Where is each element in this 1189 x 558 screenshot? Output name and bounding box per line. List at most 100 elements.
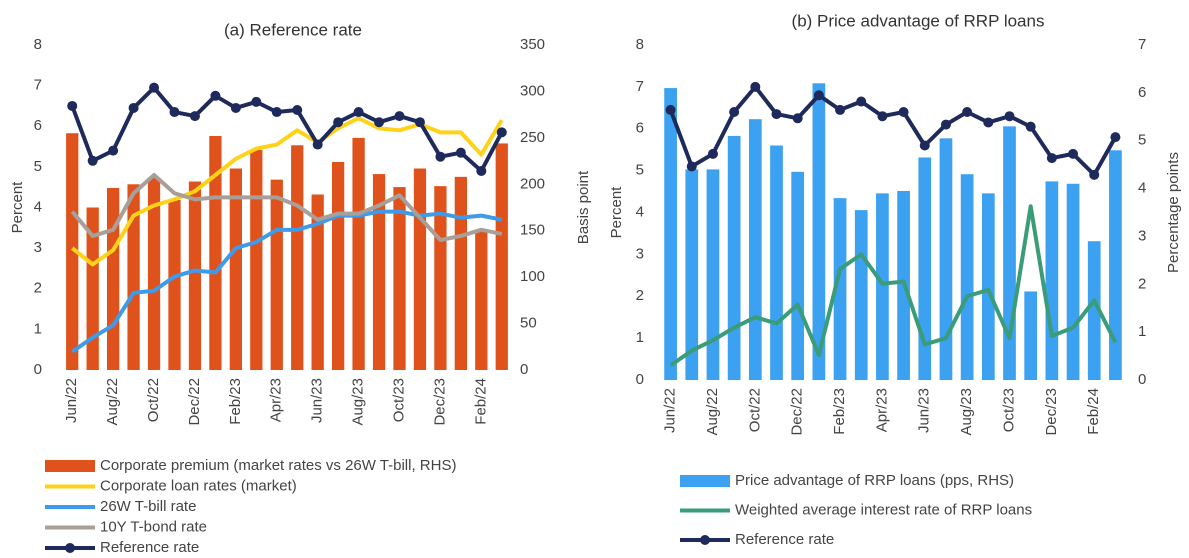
y-tick-label: 2 <box>636 287 644 304</box>
bar <box>876 193 889 380</box>
y2-tick-label: 200 <box>520 175 545 192</box>
bar <box>685 169 699 380</box>
y-axis-title: Percent <box>608 186 625 239</box>
y-tick-label: 7 <box>34 77 42 94</box>
legend-swatch <box>45 460 95 472</box>
y2-tick-label: 3 <box>1138 227 1146 244</box>
y-tick-label: 1 <box>636 329 644 346</box>
y2-tick-label: 4 <box>1138 180 1146 197</box>
legend-label: 10Y T-bond rate <box>100 518 207 535</box>
y-axis-title: Percent <box>9 181 26 234</box>
marker <box>108 145 119 156</box>
x-tick-label: Oct/23 <box>390 378 407 422</box>
bar <box>1003 126 1016 380</box>
marker <box>210 90 221 101</box>
x-tick-label: Feb/24 <box>1085 388 1102 435</box>
bar <box>727 135 741 380</box>
chart-title: (a) Reference rate <box>224 20 362 39</box>
bar <box>188 181 202 370</box>
y-tick-label: 5 <box>34 158 42 175</box>
marker <box>940 119 951 130</box>
y-tick-label: 7 <box>636 78 644 95</box>
bar <box>812 83 826 381</box>
marker <box>149 82 160 93</box>
y-tick-label: 3 <box>636 245 644 262</box>
marker <box>877 111 888 122</box>
legend-label: 26W T-bill rate <box>100 498 196 515</box>
marker <box>394 111 405 122</box>
marker <box>476 165 487 176</box>
bar <box>1066 183 1080 380</box>
x-tick-label: Feb/24 <box>472 378 489 425</box>
marker <box>87 155 98 166</box>
y-tick-label: 4 <box>636 203 644 220</box>
bar <box>86 207 99 370</box>
bar <box>270 179 283 370</box>
bar <box>107 188 120 370</box>
bar <box>454 176 467 370</box>
y-tick-label: 2 <box>34 280 42 297</box>
bar <box>250 149 263 370</box>
x-tick-label: Dec/23 <box>431 378 448 426</box>
chart-title: (b) Price advantage of RRP loans <box>792 11 1045 30</box>
legend-marker <box>65 543 75 553</box>
bar <box>918 157 932 380</box>
marker <box>707 148 718 159</box>
bar <box>291 145 304 370</box>
legend-label: Reference rate <box>735 531 834 548</box>
y2-tick-label: 50 <box>520 315 537 332</box>
y-tick-label: 5 <box>636 162 644 179</box>
legend-label: Corporate loan rates (market) <box>100 477 297 494</box>
marker <box>1004 111 1015 122</box>
bar <box>706 169 720 380</box>
line <box>669 204 1118 367</box>
y-tick-label: 0 <box>636 371 644 388</box>
x-tick-label: Dec/23 <box>1043 388 1060 436</box>
bar <box>981 193 995 380</box>
y-tick-label: 8 <box>636 36 644 53</box>
marker <box>496 127 507 138</box>
y-tick-label: 6 <box>34 117 42 134</box>
legend-label: Weighted average interest rate of RRP lo… <box>735 501 1032 518</box>
marker <box>686 161 697 172</box>
bar <box>664 88 677 381</box>
y2-tick-label: 7 <box>1138 36 1146 53</box>
y2-tick-label: 6 <box>1138 84 1146 101</box>
marker <box>665 104 676 115</box>
legend-marker <box>700 535 710 545</box>
marker <box>1068 148 1079 159</box>
marker <box>230 102 241 113</box>
marker <box>771 109 782 120</box>
bar <box>352 137 365 370</box>
y2-tick-label: 0 <box>520 361 528 378</box>
x-tick-label: Aug/23 <box>958 388 975 436</box>
marker <box>292 105 303 115</box>
x-tick-label: Dec/22 <box>186 378 203 426</box>
bar <box>209 136 222 370</box>
marker <box>312 139 323 150</box>
marker <box>983 117 994 128</box>
marker <box>353 107 364 118</box>
marker <box>333 117 344 128</box>
x-tick-label: Aug/23 <box>350 378 367 426</box>
bar <box>413 168 427 370</box>
marker <box>271 107 282 118</box>
y-tick-label: 4 <box>34 198 42 215</box>
bar <box>127 184 140 370</box>
bar <box>1024 291 1038 380</box>
bar <box>434 186 447 370</box>
bar <box>854 210 868 380</box>
x-tick-label: Oct/22 <box>746 388 763 432</box>
y-tick-label: 0 <box>34 361 42 378</box>
bar <box>168 200 181 370</box>
y2-tick-label: 100 <box>520 268 545 285</box>
bar <box>66 133 79 370</box>
marker <box>169 107 180 118</box>
marker <box>813 90 824 101</box>
x-tick-label: Feb/23 <box>227 378 244 425</box>
marker <box>792 113 803 124</box>
bar <box>372 174 386 370</box>
bar <box>495 143 508 370</box>
marker <box>414 117 425 128</box>
y-tick-label: 8 <box>34 36 42 53</box>
